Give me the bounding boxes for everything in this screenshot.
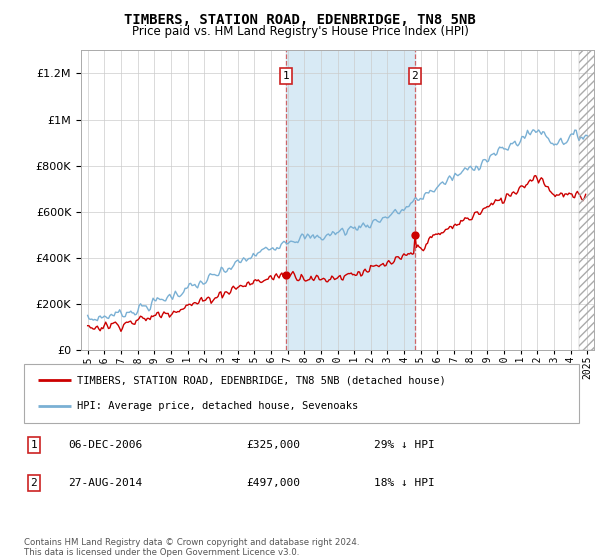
Text: 06-DEC-2006: 06-DEC-2006 — [68, 440, 143, 450]
Text: 2: 2 — [412, 71, 418, 81]
Text: TIMBERS, STATION ROAD, EDENBRIDGE, TN8 5NB (detached house): TIMBERS, STATION ROAD, EDENBRIDGE, TN8 5… — [77, 375, 445, 385]
Text: £325,000: £325,000 — [246, 440, 300, 450]
Text: 29% ↓ HPI: 29% ↓ HPI — [374, 440, 434, 450]
Text: TIMBERS, STATION ROAD, EDENBRIDGE, TN8 5NB: TIMBERS, STATION ROAD, EDENBRIDGE, TN8 5… — [124, 13, 476, 27]
Bar — [286, 50, 415, 350]
Text: 1: 1 — [283, 71, 290, 81]
Text: Contains HM Land Registry data © Crown copyright and database right 2024.
This d: Contains HM Land Registry data © Crown c… — [24, 538, 359, 557]
Text: £497,000: £497,000 — [246, 478, 300, 488]
Text: HPI: Average price, detached house, Sevenoaks: HPI: Average price, detached house, Seve… — [77, 402, 358, 412]
Text: 18% ↓ HPI: 18% ↓ HPI — [374, 478, 434, 488]
Text: 27-AUG-2014: 27-AUG-2014 — [68, 478, 143, 488]
Text: 1: 1 — [31, 440, 37, 450]
Bar — [579, 50, 596, 350]
FancyBboxPatch shape — [24, 364, 579, 423]
Text: Price paid vs. HM Land Registry's House Price Index (HPI): Price paid vs. HM Land Registry's House … — [131, 25, 469, 38]
Text: 2: 2 — [31, 478, 37, 488]
